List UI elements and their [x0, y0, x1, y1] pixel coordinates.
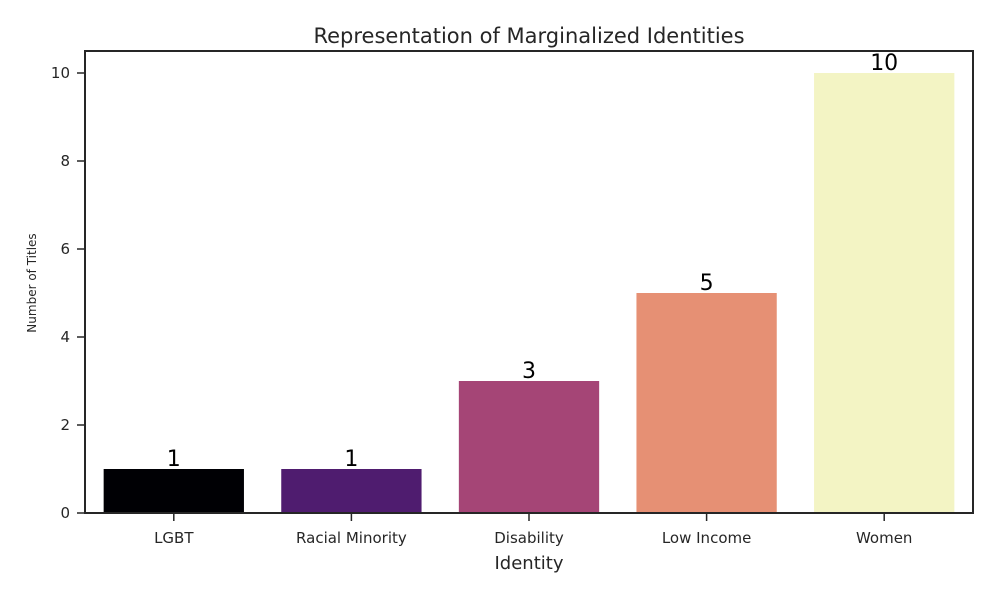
x-tick-label: Low Income — [662, 529, 752, 547]
data-label: 1 — [344, 447, 358, 472]
y-axis-label: Number of Titles — [25, 233, 39, 332]
data-label: 3 — [522, 359, 536, 384]
data-label: 10 — [870, 51, 898, 76]
x-ticks-layer: LGBT Racial Minority Disability Low Income W… — [154, 513, 912, 547]
bar-lgbt — [103, 469, 244, 513]
bar-women — [814, 73, 955, 513]
bars-layer — [103, 73, 955, 513]
y-ticks-layer: 0 2 4 6 8 10 — [51, 64, 85, 522]
x-tick-label: Disability — [494, 529, 564, 547]
y-tick-label: 0 — [60, 504, 70, 522]
data-labels-layer: 1 1 3 5 10 — [167, 51, 898, 472]
bar-disability — [458, 381, 600, 513]
data-label: 1 — [167, 447, 181, 472]
y-tick-label: 2 — [60, 416, 70, 434]
y-tick-label: 8 — [60, 152, 70, 170]
y-tick-label: 10 — [51, 64, 70, 82]
x-tick-label: LGBT — [154, 529, 194, 547]
y-tick-label: 4 — [60, 328, 70, 346]
chart-title: Representation of Marginalized Identitie… — [313, 24, 744, 48]
plot-frame — [84, 50, 974, 514]
x-tick-label: Racial Minority — [296, 529, 407, 547]
bar-low-income — [636, 293, 777, 513]
data-label: 5 — [700, 271, 714, 296]
bar-racial-minority — [281, 469, 422, 513]
y-tick-label: 6 — [60, 240, 70, 258]
x-tick-label: Women — [856, 529, 912, 547]
x-axis-label: Identity — [495, 553, 564, 574]
